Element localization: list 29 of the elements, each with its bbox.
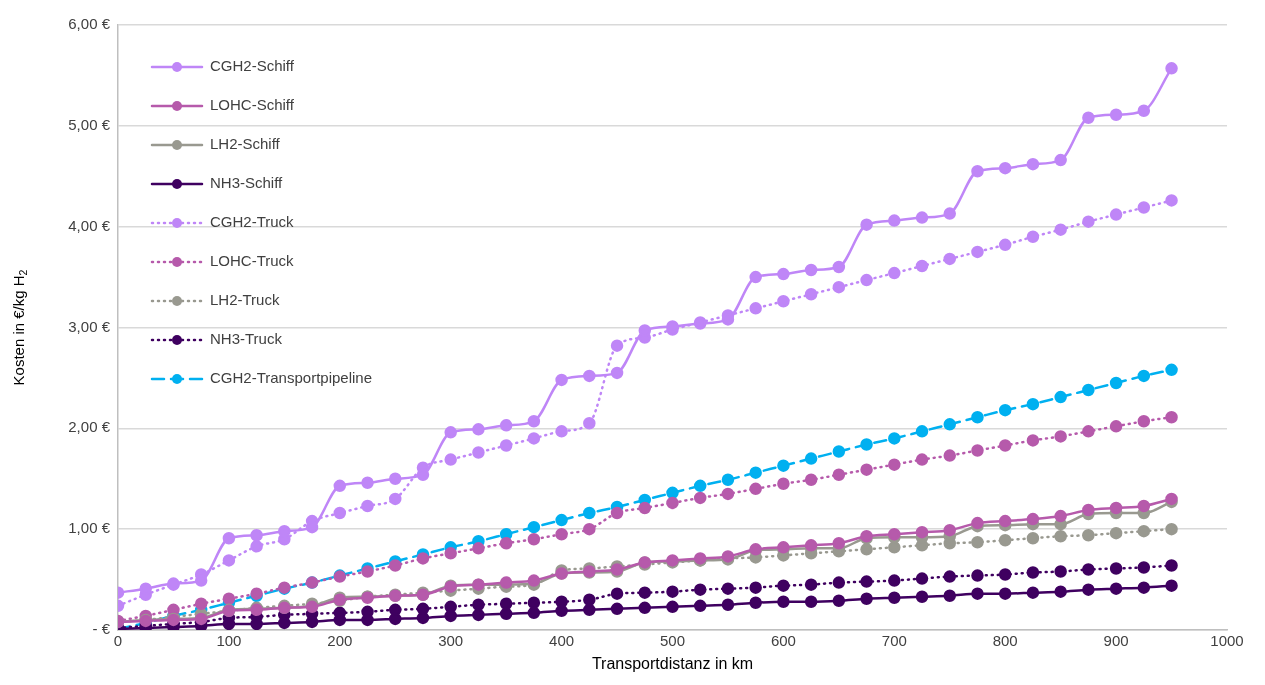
y-tick-label: 1,00 € — [68, 519, 111, 537]
x-tick-label: 400 — [549, 632, 575, 650]
x-tick-label: 0 — [113, 632, 123, 650]
x-tick-label: 300 — [438, 632, 464, 650]
legend-label: CGH2-Schiff — [210, 57, 295, 75]
y-axis-title: Kosten in €/kg H2 — [10, 269, 30, 386]
legend-label: CGH2-Truck — [210, 213, 295, 231]
x-tick-label: 600 — [770, 632, 796, 650]
legend-label: LOHC-Truck — [210, 252, 295, 270]
y-tick-label: 6,00 € — [68, 15, 111, 33]
y-tick-label: 4,00 € — [68, 216, 111, 234]
x-tick-label: 100 — [216, 632, 242, 650]
y-tick-label: 5,00 € — [68, 115, 111, 133]
y-tick-label: 3,00 € — [68, 317, 111, 335]
y-tick-label: - € — [92, 620, 111, 638]
legend-label: CGH2-Transportpipeline — [210, 369, 373, 387]
legend-label: NH3-Schiff — [210, 174, 284, 192]
x-tick-label: 500 — [659, 632, 686, 650]
legend-label: LH2-Schiff — [210, 135, 281, 153]
x-axis-title: Transportdistanz in km — [591, 654, 754, 672]
legend-label: LOHC-Schiff — [210, 96, 295, 114]
y-tick-label: 2,00 € — [68, 418, 111, 436]
x-tick-label: 800 — [992, 632, 1018, 650]
legend-label: LH2-Truck — [210, 291, 280, 309]
x-tick-label: 1000 — [1210, 632, 1244, 650]
x-tick-label: 700 — [881, 632, 907, 650]
x-tick-label: 900 — [1103, 632, 1129, 650]
legend-label: NH3-Truck — [210, 330, 283, 348]
x-tick-label: 200 — [327, 632, 353, 650]
